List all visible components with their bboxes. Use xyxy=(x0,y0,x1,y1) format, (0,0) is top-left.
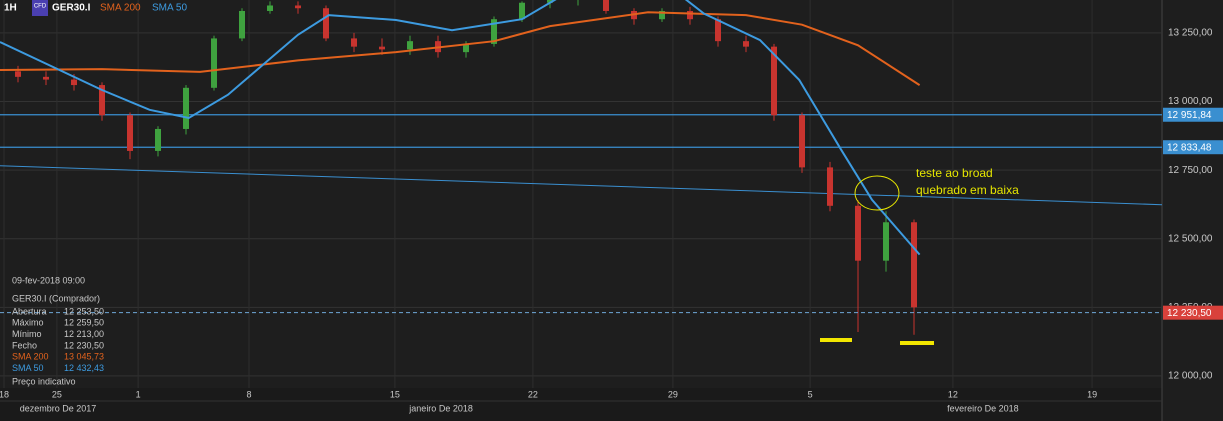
low-marker xyxy=(900,341,934,345)
price-box-text: 12 951,84 xyxy=(1167,110,1212,121)
candle-body xyxy=(379,46,386,50)
info-label: SMA 200 xyxy=(12,352,49,362)
candle-body xyxy=(183,87,190,129)
info-footer: Preço indicativo xyxy=(12,376,76,386)
badge-text: CFD xyxy=(34,4,47,10)
sma-line xyxy=(0,11,921,86)
annotation-text: quebrado em baixa xyxy=(916,183,1019,197)
price-box xyxy=(1163,305,1223,320)
candle-body xyxy=(911,222,918,308)
info-panel: 09-fev-2018 09:00 GER30.I (Comprador) Pr… xyxy=(12,275,104,386)
month-label: fevereiro De 2018 xyxy=(947,403,1019,413)
y-tick-label: 13 250,00 xyxy=(1168,28,1213,39)
candle-body xyxy=(211,38,218,88)
price-box-text: 12 833,48 xyxy=(1167,142,1212,153)
plot-area xyxy=(0,0,1162,335)
candle-body xyxy=(491,19,498,44)
x-tick-label: 15 xyxy=(390,389,400,399)
month-label: dezembro De 2017 xyxy=(20,403,97,413)
badge xyxy=(32,0,48,16)
x-tick-label: 8 xyxy=(246,389,251,399)
candle-body xyxy=(659,10,666,20)
info-value: 12 230,50 xyxy=(64,340,104,350)
y-tick-label: 12 500,00 xyxy=(1168,233,1213,244)
candle-body xyxy=(687,10,694,20)
info-instrument: GER30.I (Comprador) xyxy=(12,293,100,303)
y-tick-label: 13 000,00 xyxy=(1168,96,1213,107)
x-tick-label: 12 xyxy=(948,389,958,399)
trendline xyxy=(0,165,1162,206)
annotation-ellipse xyxy=(854,175,900,211)
low-marker xyxy=(820,338,852,342)
candle-body xyxy=(239,10,246,39)
info-label: Fecho xyxy=(12,340,37,350)
candle-body xyxy=(99,85,106,116)
info-label: Mínimo xyxy=(12,329,42,339)
x-tick-label: 18 xyxy=(0,389,9,399)
info-value: 13 045,73 xyxy=(64,352,104,362)
candle-body xyxy=(295,5,302,9)
interval: 1H xyxy=(4,3,17,14)
candle-body xyxy=(15,71,22,77)
candle-body xyxy=(267,5,274,11)
grid xyxy=(0,0,1162,388)
x-tick-label: 22 xyxy=(528,389,538,399)
instrument: GER30.I xyxy=(52,3,91,14)
price-box-text: 12 230,50 xyxy=(1167,308,1212,319)
candle-body xyxy=(827,167,834,206)
candle-body xyxy=(71,79,78,86)
info-label: SMA 50 xyxy=(12,363,44,373)
candle-body xyxy=(155,128,162,151)
candle-body xyxy=(519,2,526,20)
info-value: 12 432,43 xyxy=(64,363,104,373)
x-tick-label: 5 xyxy=(808,389,813,399)
month-label: janeiro De 2018 xyxy=(408,403,473,413)
candle-body xyxy=(771,46,778,116)
y-tick-label: 12 000,00 xyxy=(1168,371,1213,382)
candle-body xyxy=(855,205,862,261)
x-axis-strip xyxy=(0,388,1162,421)
x-tick-label: 19 xyxy=(1087,389,1097,399)
info-label: Abertura xyxy=(12,306,47,316)
candle-body xyxy=(715,19,722,42)
legend-entry: SMA 200 xyxy=(100,3,141,14)
candle-body xyxy=(407,41,414,50)
sma-line xyxy=(0,0,921,256)
legend-entry: SMA 50 xyxy=(152,3,187,14)
candle-body xyxy=(323,8,330,39)
info-value: 12 259,50 xyxy=(64,318,104,328)
candle-body xyxy=(351,38,358,47)
price-box xyxy=(1163,140,1223,155)
candle-body xyxy=(743,41,750,47)
candle-body xyxy=(43,76,50,80)
candle-body xyxy=(883,222,890,261)
info-label: Máximo xyxy=(12,318,44,328)
candle-body xyxy=(799,115,806,168)
candle-body xyxy=(127,115,134,151)
x-tick-label: 1 xyxy=(136,389,141,399)
info-date: 09-fev-2018 09:00 xyxy=(12,275,85,285)
y-tick-label: 12 750,00 xyxy=(1168,165,1213,176)
x-tick-label: 25 xyxy=(52,389,62,399)
annotation-text: teste ao broad xyxy=(916,166,993,180)
x-tick-label: 29 xyxy=(668,389,678,399)
info-value: 12 213,00 xyxy=(64,329,104,339)
candle-body xyxy=(603,0,610,11)
overlay: teste ao broad quebrado em baixa xyxy=(820,166,1019,345)
candle-body xyxy=(463,43,470,53)
header: 1H CFD GER30.I SMA 200 SMA 50 xyxy=(4,0,187,16)
candle-body xyxy=(547,0,554,3)
info-value: 12 253,50 xyxy=(64,306,104,316)
price-box xyxy=(1163,107,1223,122)
